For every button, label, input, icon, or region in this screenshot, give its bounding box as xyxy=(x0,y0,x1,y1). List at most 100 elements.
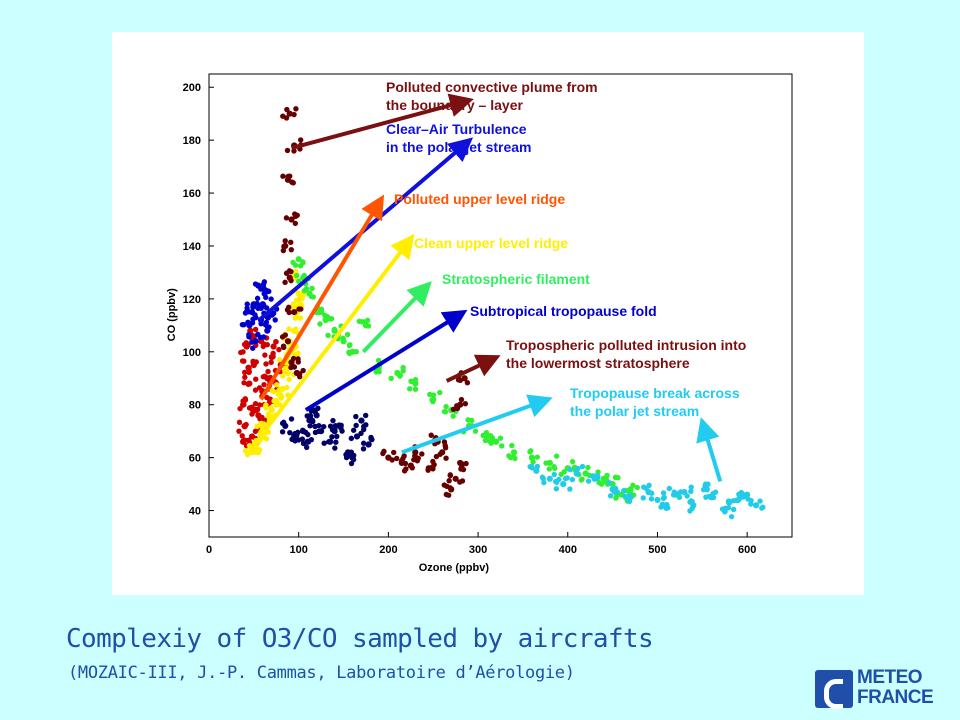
data-point xyxy=(288,239,294,246)
data-point xyxy=(289,179,295,185)
data-point xyxy=(239,358,246,364)
data-point xyxy=(252,326,259,333)
x-tick-label: 200 xyxy=(379,544,397,556)
annotation-arrow xyxy=(304,309,468,412)
data-point xyxy=(353,433,361,440)
data-point xyxy=(245,342,251,348)
data-point xyxy=(499,443,505,449)
data-point xyxy=(541,479,547,486)
data-point xyxy=(509,442,515,449)
data-point xyxy=(464,379,471,386)
data-point xyxy=(288,277,294,284)
data-point xyxy=(310,418,316,425)
data-point xyxy=(454,403,460,409)
data-point xyxy=(297,315,304,321)
data-point xyxy=(286,326,292,332)
data-point xyxy=(282,279,288,286)
data-point xyxy=(579,463,586,470)
data-point xyxy=(298,306,304,312)
data-point xyxy=(290,301,297,307)
data-point xyxy=(270,350,276,357)
data-point xyxy=(437,389,443,396)
data-point xyxy=(621,488,627,494)
data-point xyxy=(293,326,299,332)
data-point xyxy=(689,505,695,512)
data-point xyxy=(288,416,295,422)
data-point xyxy=(401,468,408,474)
data-point xyxy=(443,455,449,461)
annotation-arrow xyxy=(290,93,474,151)
data-point xyxy=(353,349,359,355)
data-point xyxy=(250,304,257,310)
data-point xyxy=(430,392,437,398)
data-point xyxy=(296,373,303,380)
annotation-label: Polluted upper level ridge xyxy=(394,191,565,207)
data-point xyxy=(365,323,372,329)
data-point xyxy=(264,394,270,401)
data-point xyxy=(658,504,664,510)
data-point xyxy=(360,440,367,446)
data-point xyxy=(276,401,283,408)
data-point xyxy=(441,482,447,488)
data-point xyxy=(428,432,434,438)
data-point xyxy=(472,428,479,434)
annotation-label: the lowermost stratosphere xyxy=(506,355,690,371)
data-point xyxy=(546,466,552,472)
data-point xyxy=(510,449,518,456)
data-point xyxy=(249,320,256,326)
data-point xyxy=(295,359,302,365)
y-tick-label: 80 xyxy=(189,400,201,412)
data-point xyxy=(246,369,252,376)
data-point xyxy=(243,421,249,428)
data-point xyxy=(349,453,356,460)
annotation-label: Clean upper level ridge xyxy=(414,235,568,251)
data-point xyxy=(443,491,450,498)
data-point xyxy=(753,502,760,509)
x-axis-title: Ozone (ppbv) xyxy=(419,562,490,574)
y-tick-label: 140 xyxy=(183,241,201,253)
data-point xyxy=(412,386,419,392)
data-point xyxy=(626,498,633,505)
data-point xyxy=(409,465,415,471)
data-point xyxy=(310,294,316,300)
data-point xyxy=(245,381,251,387)
data-point xyxy=(257,402,263,408)
data-point xyxy=(364,317,371,324)
data-point xyxy=(607,493,614,499)
data-point xyxy=(260,374,267,380)
data-point xyxy=(648,496,655,502)
data-point xyxy=(393,455,400,462)
data-point xyxy=(585,478,592,484)
data-point xyxy=(551,463,557,470)
data-point xyxy=(358,417,365,424)
data-point xyxy=(236,428,242,434)
data-point xyxy=(326,439,332,445)
data-point xyxy=(299,436,306,442)
data-point xyxy=(256,447,263,453)
data-point xyxy=(340,335,346,342)
data-point xyxy=(528,448,534,454)
data-point xyxy=(283,215,290,221)
data-point xyxy=(242,397,249,403)
data-point xyxy=(712,489,719,495)
data-point xyxy=(343,454,350,461)
data-point xyxy=(263,361,269,367)
data-point xyxy=(321,423,327,430)
data-point xyxy=(315,405,321,412)
data-point xyxy=(543,460,549,466)
data-point xyxy=(297,263,304,269)
data-point xyxy=(252,401,259,407)
data-point xyxy=(567,466,573,473)
y-tick-label: 100 xyxy=(183,347,201,359)
data-point xyxy=(299,295,305,302)
data-point xyxy=(368,434,374,441)
data-point xyxy=(292,220,299,227)
data-point xyxy=(288,246,295,253)
data-point xyxy=(262,352,268,358)
data-point xyxy=(339,428,345,434)
data-point xyxy=(334,433,340,440)
data-point xyxy=(258,421,264,428)
data-point xyxy=(654,496,661,504)
data-point xyxy=(309,285,315,292)
data-point xyxy=(258,286,264,292)
